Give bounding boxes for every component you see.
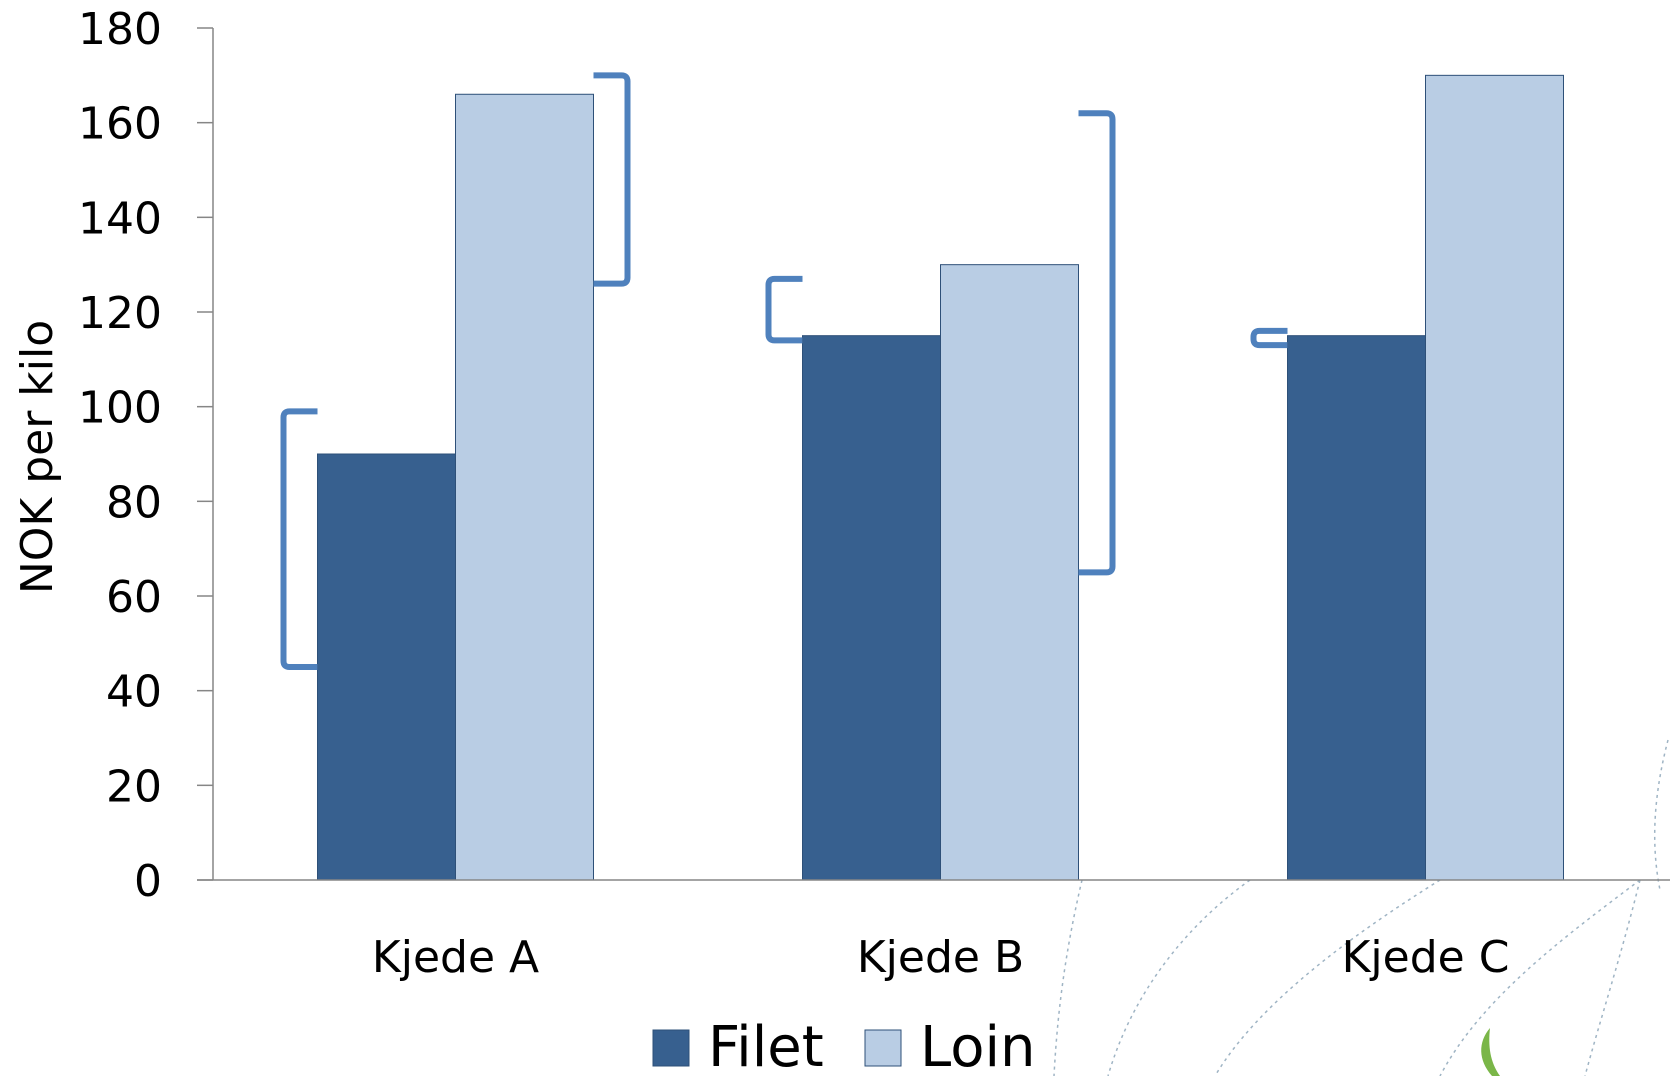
- x-tick-label: Kjede C: [1342, 932, 1510, 983]
- y-tick-label: 180: [78, 4, 162, 55]
- decor-arc-3: [1439, 879, 1641, 1077]
- bar-loin: [940, 264, 1079, 881]
- y-tick-label: 120: [78, 288, 162, 339]
- range-bracket: [765, 275, 803, 344]
- y-tick-label: 60: [106, 572, 162, 623]
- legend-swatch-loin: [864, 1029, 902, 1067]
- plot-area: 0 20 40 60 80 100 120 140 160 180 Kjede A Kjede B Kj…: [78, 4, 1670, 983]
- decor-arc-1: [1107, 879, 1251, 1077]
- legend-label-filet: Filet: [708, 1015, 824, 1076]
- leaf-icon: [1481, 1028, 1500, 1076]
- range-bracket: [1078, 110, 1116, 576]
- legend-label-loin: Loin: [920, 1015, 1036, 1076]
- y-axis-label: NOK per kilo: [12, 320, 63, 594]
- y-tick-label: 80: [106, 477, 162, 528]
- x-tick-label: Kjede A: [372, 932, 539, 983]
- decor-arc-2: [1214, 879, 1441, 1077]
- bar-filet: [317, 453, 456, 881]
- range-bracket: [280, 408, 318, 670]
- y-tick-label: 0: [134, 856, 162, 907]
- decor-arc-4: [1584, 879, 1641, 1077]
- y-tick-label: 140: [78, 193, 162, 244]
- bar-filet: [1287, 335, 1426, 881]
- bar-loin: [455, 93, 594, 881]
- legend-swatch-filet: [652, 1029, 690, 1067]
- decor-arc-5: [1653, 739, 1669, 891]
- range-bracket: [593, 72, 631, 287]
- y-tick-label: 40: [106, 667, 162, 718]
- decor-arc-0: [1053, 879, 1083, 1077]
- background-leaf-decoration: [1053, 739, 1669, 1077]
- range-bracket: [1250, 327, 1288, 349]
- y-tick-label: 20: [106, 761, 162, 812]
- bar-filet: [802, 335, 941, 881]
- bar-loin: [1425, 74, 1564, 881]
- legend: Filet Loin: [652, 1015, 1036, 1080]
- y-tick-label: 100: [78, 383, 162, 434]
- x-tick-label: Kjede B: [857, 932, 1024, 983]
- y-tick-label: 160: [78, 99, 162, 150]
